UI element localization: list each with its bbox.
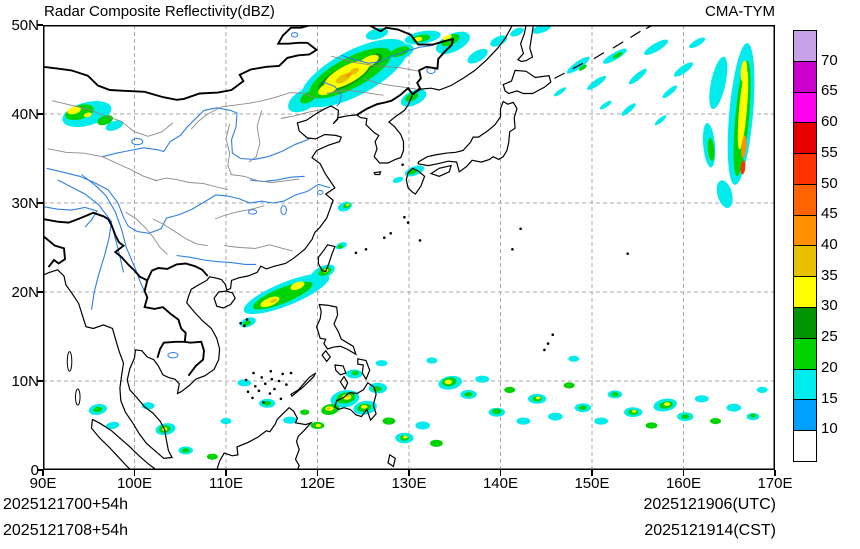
- colorbar-tick-label: 50: [821, 174, 838, 192]
- y-tick-label: 20N: [11, 284, 39, 301]
- init-time-line1: 2025121700+54h: [3, 496, 129, 513]
- colorbar-segment: [794, 31, 816, 61]
- colorbar-segment: [794, 245, 816, 277]
- grid-lines: [43, 25, 775, 470]
- colorbar-tick-label: 40: [821, 236, 838, 253]
- colorbar-tick-label: 10: [821, 420, 838, 438]
- x-axis-tick: [591, 470, 593, 476]
- colorbar-tick-label: 55: [821, 143, 838, 161]
- colorbar-tick-label: 35: [821, 266, 838, 284]
- x-tick-label: 110E: [209, 475, 243, 492]
- x-tick-label: 170E: [757, 475, 793, 492]
- province-boundaries: [47, 55, 421, 255]
- colorbar-segment: [794, 430, 816, 461]
- y-tick-label: 0: [30, 462, 39, 479]
- y-axis-tick: [37, 469, 43, 471]
- valid-time-cst: 2025121914(CST): [644, 522, 776, 539]
- colorbar: [793, 30, 817, 462]
- x-tick-label: 160E: [665, 475, 702, 492]
- init-time-line2: 2025121708+54h: [3, 522, 129, 539]
- model-label: CMA-TYM: [705, 3, 775, 20]
- rivers: [43, 32, 436, 359]
- valid-time-utc: 2025121906(UTC): [643, 496, 776, 513]
- x-axis-tick: [774, 470, 776, 476]
- colorbar-segment: [794, 337, 816, 369]
- colorbar-tick-label: 15: [821, 389, 838, 407]
- colorbar-segment: [794, 60, 816, 92]
- y-axis-tick: [37, 380, 43, 382]
- x-axis-tick: [133, 470, 136, 476]
- map-canvas: [43, 25, 775, 470]
- colorbar-segment: [794, 399, 816, 431]
- plot-frame: [43, 25, 775, 470]
- x-tick-label: 100E: [116, 475, 153, 492]
- x-axis-tick: [316, 470, 319, 476]
- x-axis-tick: [42, 470, 44, 476]
- x-axis-tick: [225, 470, 227, 476]
- x-tick-label: 150E: [574, 475, 610, 492]
- colorbar-segment: [794, 276, 816, 308]
- colorbar-segment: [794, 122, 816, 154]
- y-axis-tick: [37, 113, 43, 115]
- colorbar-segment: [794, 153, 816, 184]
- plot-title: Radar Composite Reflectivity(dBZ): [44, 3, 275, 20]
- colorbar-segment: [794, 91, 816, 123]
- colorbar-tick-label: 65: [821, 82, 838, 100]
- y-axis-tick: [37, 291, 43, 293]
- x-tick-label: 140E: [482, 475, 519, 492]
- colorbar-segment: [794, 368, 816, 400]
- colorbar-tick-label: 20: [821, 358, 838, 376]
- colorbar-tick-label: 25: [821, 328, 838, 346]
- y-tick-label: 50N: [11, 17, 39, 34]
- x-axis-tick: [408, 470, 410, 476]
- coastlines: [43, 25, 654, 470]
- colorbar-tick-label: 45: [821, 205, 838, 223]
- x-tick-label: 130E: [391, 475, 427, 492]
- x-tick-label: 120E: [299, 475, 336, 492]
- x-tick-label: 90E: [29, 475, 57, 492]
- y-axis-tick: [37, 24, 43, 26]
- colorbar-segment: [794, 214, 816, 246]
- x-axis-tick: [682, 470, 685, 476]
- colorbar-tick-label: 60: [821, 113, 838, 131]
- colorbar-segment: [794, 183, 816, 215]
- country-borders: [43, 25, 455, 377]
- x-axis-tick: [499, 470, 502, 476]
- colorbar-segment: [794, 307, 816, 338]
- colorbar-tick-label: 70: [821, 51, 838, 69]
- y-axis-tick: [37, 202, 43, 204]
- y-tick-label: 40N: [11, 106, 39, 123]
- radar-echoes: [62, 25, 768, 460]
- y-tick-label: 30N: [11, 195, 39, 212]
- y-tick-label: 10N: [11, 373, 39, 390]
- island-specks: [239, 163, 629, 404]
- colorbar-tick-label: 30: [821, 297, 838, 315]
